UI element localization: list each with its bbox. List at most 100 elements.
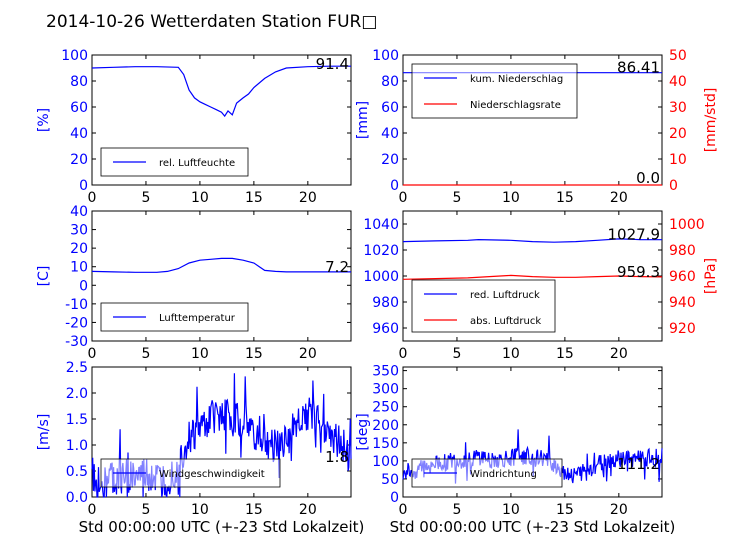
y-tick-label: 80 (70, 74, 88, 90)
x-tick-label: 0 (88, 190, 97, 206)
x-tick-label: 15 (245, 502, 263, 518)
legend-entry: Windgeschwindigkeit (159, 469, 265, 480)
x-tick-label: 10 (191, 346, 209, 362)
y-tick-label: 40 (381, 126, 399, 142)
y-tick-label: 350 (372, 364, 399, 380)
x-tick-label: 0 (399, 346, 408, 362)
y-tick-label: 30 (70, 223, 88, 239)
y-tick-label: 1020 (363, 243, 399, 259)
last-value-label: 91.4 (316, 55, 349, 73)
y-tick-label: 0 (390, 490, 399, 506)
y-tick-label: 1040 (363, 217, 399, 233)
y-tick-label: 2.0 (66, 386, 88, 402)
y2-tick-label: 30 (669, 100, 687, 116)
x-tick-label: 15 (556, 190, 574, 206)
y-tick-label: 10 (70, 260, 88, 276)
y-tick-label: 60 (70, 100, 88, 116)
y-tick-label: 80 (381, 74, 399, 90)
y-tick-label: 1.0 (66, 438, 88, 454)
y-tick-label: 300 (372, 382, 399, 398)
x-tick-label: 5 (452, 190, 461, 206)
x-axis-label: Std 00:00:00 UTC (+-23 Std Lokalzeit) (390, 518, 676, 536)
last-value-label: 86.41 (617, 59, 660, 77)
series-line (91, 65, 351, 118)
x-tick-label: 15 (245, 190, 263, 206)
y-tick-label: -10 (65, 297, 88, 313)
plot-frame (91, 210, 352, 342)
y-tick-label: 0 (79, 278, 88, 294)
plot-frame (91, 54, 352, 186)
x-axis-label: Std 00:00:00 UTC (+-23 Std Lokalzeit) (79, 518, 365, 536)
y-axis-label: [deg] (355, 413, 371, 450)
last-value-label-2: 0.0 (636, 169, 660, 187)
y-tick-label: 960 (372, 321, 399, 337)
legend-entry: Lufttemperatur (159, 313, 236, 324)
y2-tick-label: 960 (669, 269, 696, 285)
y-tick-label: 1000 (363, 269, 399, 285)
x-tick-label: 0 (399, 190, 408, 206)
y-tick-label: 2.5 (66, 360, 88, 376)
panel-pressure: 0 5 10 15 20 960 980 1000 1020 1040 920 940 960 980 10… (363, 210, 719, 362)
y-tick-label: 60 (381, 100, 399, 116)
y2-axis-label: [mm/std] (703, 88, 719, 153)
y-tick-label: 0.5 (66, 464, 88, 480)
y-tick-label: 0.0 (66, 490, 88, 506)
y2-tick-label: 50 (669, 48, 687, 64)
y-tick-label: 100 (372, 454, 399, 470)
y-tick-label: 0 (79, 178, 88, 194)
y2-tick-label: 920 (669, 321, 696, 337)
x-tick-label: 5 (452, 346, 461, 362)
y-tick-label: -20 (65, 315, 88, 331)
y2-tick-label: 980 (669, 243, 696, 259)
panel-windspeed: 0 5 10 15 20 0.0 0.5 1.0 1.5 2.0 2.5 [m/s] Std 00:00… (36, 360, 364, 536)
last-value-label-2: 959.3 (617, 263, 660, 281)
last-value-label: 7.2 (325, 258, 349, 276)
y-tick-label: 40 (70, 126, 88, 142)
series-line (402, 238, 663, 243)
x-tick-label: 15 (556, 346, 574, 362)
x-tick-label: 10 (502, 502, 520, 518)
y2-tick-label: 940 (669, 295, 696, 311)
y-tick-label: 1.5 (66, 412, 88, 428)
x-tick-label: 5 (452, 502, 461, 518)
y-tick-label: 980 (372, 295, 399, 311)
legend-entry: abs. Luftdruck (470, 316, 541, 327)
panel-precip: 0 5 10 15 20 0 20 40 60 80 100 0 10 20 30 40 50 [mm] [mm/s… (355, 48, 719, 206)
x-tick-label: 5 (141, 502, 150, 518)
x-tick-label: 15 (556, 502, 574, 518)
x-tick-label: 15 (245, 346, 263, 362)
y2-tick-label: 20 (669, 126, 687, 142)
figure-title: 2014-10-26 Wetterdaten Station FUR□ (46, 12, 377, 32)
y-axis-label: [C] (36, 266, 52, 287)
x-tick-label: 5 (141, 190, 150, 206)
y2-tick-label: 1000 (669, 217, 705, 233)
x-tick-label: 20 (610, 190, 628, 206)
y-axis-label: [mm] (355, 101, 371, 139)
series-line (402, 274, 663, 280)
legend-box (411, 279, 556, 333)
x-tick-label: 20 (299, 346, 317, 362)
x-tick-label: 20 (299, 502, 317, 518)
legend-entry: red. Luftdruck (470, 290, 540, 301)
last-value-label: 1.8 (325, 448, 349, 466)
legend-entry: Niederschlagsrate (470, 100, 561, 111)
y-tick-label: -30 (65, 334, 88, 350)
panel-humidity: 0 5 10 15 20 0 20 40 60 80 100 [%] 91.4 rel. Luftfeuc… (36, 48, 352, 206)
x-tick-label: 20 (610, 346, 628, 362)
legend-box (411, 63, 578, 119)
y2-tick-label: 0 (669, 178, 678, 194)
y-tick-label: 40 (70, 204, 88, 220)
y2-tick-label: 40 (669, 74, 687, 90)
legend-entry: rel. Luftfeuchte (159, 158, 235, 169)
y2-axis-label: [hPa] (703, 258, 719, 294)
y-tick-label: 100 (372, 48, 399, 64)
x-tick-label: 20 (299, 190, 317, 206)
x-tick-label: 0 (88, 502, 97, 518)
y-tick-label: 0 (390, 178, 399, 194)
y-tick-label: 20 (70, 241, 88, 257)
y-tick-label: 100 (61, 48, 88, 64)
x-tick-label: 20 (610, 502, 628, 518)
